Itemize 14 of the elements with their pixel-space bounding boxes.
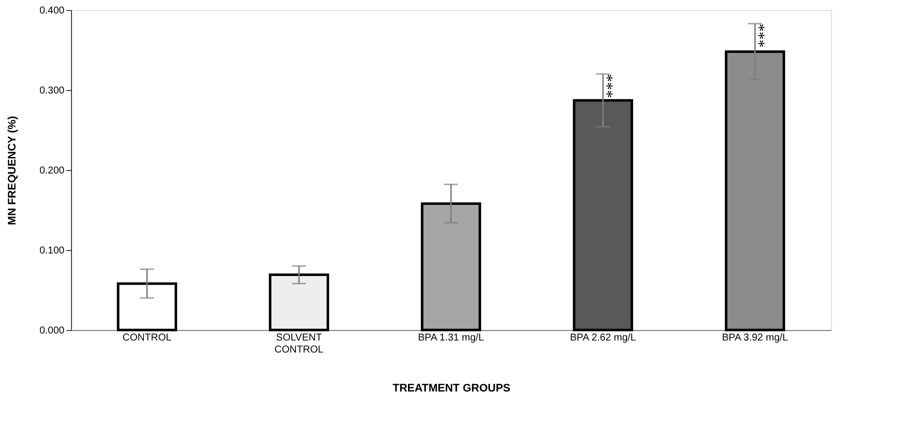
- y-tick-label: 0.300: [39, 86, 65, 96]
- annotation: ***: [750, 24, 767, 48]
- x-tick-label: BPA 2.62 mg/L: [570, 332, 636, 344]
- x-tick-label: SOLVENT CONTROL: [274, 332, 324, 356]
- x-tick-label: BPA 3.92 mg/L: [722, 332, 788, 344]
- x-tick-label: CONTROL: [122, 332, 172, 344]
- annotation: ***: [598, 74, 615, 98]
- y-tick-label: 0.100: [39, 246, 65, 256]
- y-axis-title: MN FREQUENCY (%): [6, 116, 18, 226]
- y-tick-label: 0.200: [39, 166, 65, 176]
- x-axis-title: TREATMENT GROUPS: [392, 382, 510, 394]
- y-tick-label: 0.400: [39, 6, 65, 16]
- y-tick-label: 0.000: [39, 326, 65, 336]
- x-tick-label: BPA 1.31 mg/L: [418, 332, 484, 344]
